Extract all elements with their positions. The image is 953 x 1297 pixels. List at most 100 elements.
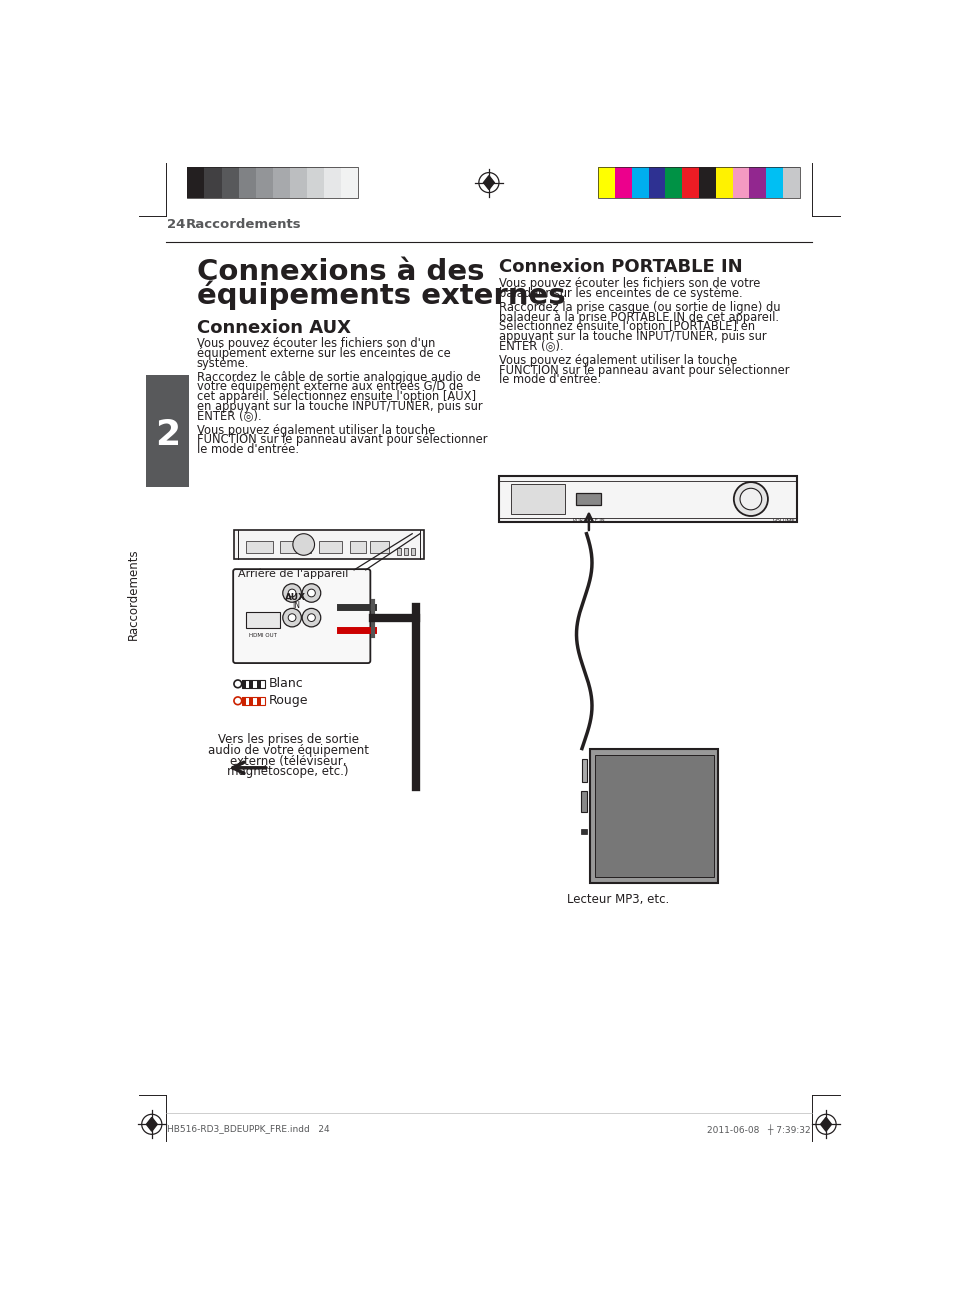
Bar <box>615 167 631 198</box>
Text: Lecteur MP3, etc.: Lecteur MP3, etc. <box>567 892 669 905</box>
Text: votre équipement externe aux entrées G/D de: votre équipement externe aux entrées G/D… <box>196 380 462 393</box>
Bar <box>245 612 280 628</box>
Circle shape <box>233 680 241 687</box>
Bar <box>715 167 732 198</box>
Bar <box>580 829 587 834</box>
Circle shape <box>282 608 301 626</box>
Bar <box>245 696 249 704</box>
Bar <box>580 802 587 807</box>
Bar <box>590 748 718 883</box>
Text: équipement externe sur les enceintes de ce: équipement externe sur les enceintes de … <box>196 348 450 361</box>
Text: Sélectionnez ensuite l'option [PORTABLE] en: Sélectionnez ensuite l'option [PORTABLE]… <box>498 320 755 333</box>
Bar <box>699 167 715 198</box>
Text: Arrière de l'appareil: Arrière de l'appareil <box>237 568 348 578</box>
Polygon shape <box>820 1118 831 1131</box>
Circle shape <box>293 533 314 555</box>
Bar <box>404 547 408 555</box>
Bar <box>307 167 323 198</box>
Bar <box>257 680 261 687</box>
Bar <box>238 167 255 198</box>
Text: baladeur à la prise PORTABLE IN de cet appareil.: baladeur à la prise PORTABLE IN de cet a… <box>498 311 779 324</box>
Bar <box>261 680 265 687</box>
Bar <box>648 167 664 198</box>
Bar <box>204 167 221 198</box>
Circle shape <box>733 482 767 516</box>
Bar <box>581 759 586 782</box>
Text: HDMI OUT: HDMI OUT <box>249 633 276 638</box>
Text: externe (téléviseur,: externe (téléviseur, <box>230 755 346 768</box>
Text: FUNCTION sur le panneau avant pour sélectionner: FUNCTION sur le panneau avant pour sélec… <box>196 433 487 446</box>
Text: Raccordements: Raccordements <box>186 218 301 231</box>
Text: AUX: AUX <box>285 593 306 602</box>
Text: appuyant sur la touche INPUT/TUNER, puis sur: appuyant sur la touche INPUT/TUNER, puis… <box>498 329 766 342</box>
Text: Raccordez la prise casque (ou sortie de ligne) du: Raccordez la prise casque (ou sortie de … <box>498 301 780 314</box>
Bar <box>249 696 253 704</box>
Bar <box>233 530 423 559</box>
Text: ENTER (◎).: ENTER (◎). <box>498 340 563 353</box>
Bar <box>290 167 307 198</box>
Bar <box>598 167 615 198</box>
Text: en appuyant sur la touche INPUT/TUNER, puis sur: en appuyant sur la touche INPUT/TUNER, p… <box>196 399 482 412</box>
Text: Rouge: Rouge <box>269 694 308 707</box>
Bar <box>187 167 357 198</box>
Text: HB516-RD3_BDEUPPK_FRE.indd   24: HB516-RD3_BDEUPPK_FRE.indd 24 <box>167 1124 330 1134</box>
Text: Vous pouvez écouter les fichiers son de votre: Vous pouvez écouter les fichiers son de … <box>498 278 760 291</box>
Text: baladeur sur les enceintes de ce système.: baladeur sur les enceintes de ce système… <box>498 287 741 300</box>
Bar <box>319 541 342 553</box>
Text: équipements externes: équipements externes <box>196 280 565 310</box>
Circle shape <box>282 584 301 602</box>
Bar <box>273 167 290 198</box>
Text: Raccordez le câble de sortie analogique audio de: Raccordez le câble de sortie analogique … <box>196 371 480 384</box>
Text: 2011-06-08   ┼ 7:39:32: 2011-06-08 ┼ 7:39:32 <box>706 1124 810 1135</box>
Bar <box>255 167 273 198</box>
Bar <box>221 167 238 198</box>
Bar <box>340 167 357 198</box>
Text: le mode d'entrée.: le mode d'entrée. <box>498 374 600 387</box>
Bar <box>410 547 415 555</box>
Circle shape <box>740 488 760 510</box>
Text: 2: 2 <box>155 418 180 451</box>
Bar <box>350 541 365 553</box>
Bar <box>261 696 265 704</box>
Bar <box>146 375 189 486</box>
Polygon shape <box>483 175 494 189</box>
Text: Vous pouvez également utiliser la touche: Vous pouvez également utiliser la touche <box>196 424 435 437</box>
Bar <box>253 696 257 704</box>
Bar <box>257 696 261 704</box>
Bar <box>369 541 389 553</box>
Bar <box>782 167 799 198</box>
Text: VOLUME: VOLUME <box>772 519 795 524</box>
Polygon shape <box>146 1118 157 1131</box>
Bar <box>280 541 311 553</box>
Bar <box>765 167 782 198</box>
Bar <box>241 680 265 687</box>
Bar <box>245 541 273 553</box>
Circle shape <box>288 613 295 621</box>
Bar <box>241 696 245 704</box>
Circle shape <box>233 696 241 704</box>
Text: Connexion AUX: Connexion AUX <box>196 319 351 337</box>
Circle shape <box>307 589 315 597</box>
Text: Connexion PORTABLE IN: Connexion PORTABLE IN <box>498 258 741 276</box>
Text: le mode d'entrée.: le mode d'entrée. <box>196 442 298 455</box>
Text: IN: IN <box>292 601 299 610</box>
Bar <box>396 547 400 555</box>
Text: PORTABLE IN: PORTABLE IN <box>573 518 604 523</box>
Bar <box>681 167 699 198</box>
Circle shape <box>302 608 320 626</box>
Text: système.: système. <box>196 357 249 370</box>
Circle shape <box>288 589 295 597</box>
Bar <box>598 167 799 198</box>
Circle shape <box>307 613 315 621</box>
Bar <box>664 167 681 198</box>
Bar <box>323 167 340 198</box>
Bar <box>249 680 253 687</box>
Bar <box>580 791 587 812</box>
Bar <box>241 696 265 704</box>
Text: Vers les prises de sortie: Vers les prises de sortie <box>217 733 358 746</box>
FancyBboxPatch shape <box>233 569 370 663</box>
Bar <box>631 167 648 198</box>
Text: cet appareil. Sélectionnez ensuite l'option [AUX]: cet appareil. Sélectionnez ensuite l'opt… <box>196 390 476 403</box>
Circle shape <box>302 584 320 602</box>
Text: Vous pouvez également utiliser la touche: Vous pouvez également utiliser la touche <box>498 354 737 367</box>
